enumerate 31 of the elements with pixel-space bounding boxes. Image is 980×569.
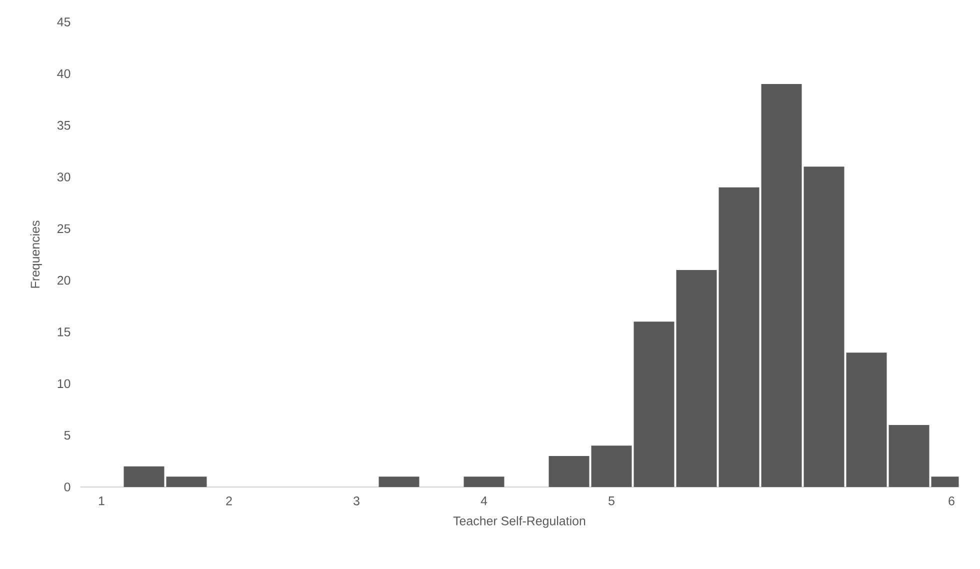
- bar: [634, 322, 674, 487]
- x-tick-label: 6: [948, 496, 954, 506]
- bar: [761, 84, 802, 487]
- x-axis-title: Teacher Self-Regulation: [453, 516, 586, 528]
- y-tick-label: 5: [64, 430, 70, 440]
- bar: [676, 270, 717, 487]
- bar: [166, 476, 207, 487]
- bar: [124, 466, 164, 487]
- y-axis-title: Frequencies: [30, 220, 42, 288]
- x-tick-label: 2: [226, 496, 232, 506]
- y-tick-label: 35: [57, 120, 70, 130]
- bar: [378, 476, 420, 487]
- x-tick-label: 5: [608, 496, 614, 506]
- y-tick-label: 30: [57, 172, 70, 182]
- y-tick-label: 25: [58, 224, 70, 234]
- y-tick-label: 15: [58, 328, 70, 336]
- y-tick-label: 45: [57, 18, 70, 26]
- bar: [464, 476, 504, 487]
- bar: [718, 187, 760, 487]
- x-tick-label: 4: [480, 496, 488, 506]
- bar: [888, 425, 930, 487]
- bar: [846, 352, 887, 487]
- y-tick-label: 10: [58, 379, 70, 388]
- bar: [591, 446, 632, 487]
- x-tick-label: 1: [98, 496, 104, 506]
- y-tick-label: 20: [58, 276, 70, 285]
- bar: [804, 166, 844, 487]
- y-tick-label: 0: [64, 482, 70, 492]
- x-tick-label: 3: [354, 496, 360, 506]
- bar: [548, 456, 590, 487]
- y-tick-label: 40: [57, 69, 70, 78]
